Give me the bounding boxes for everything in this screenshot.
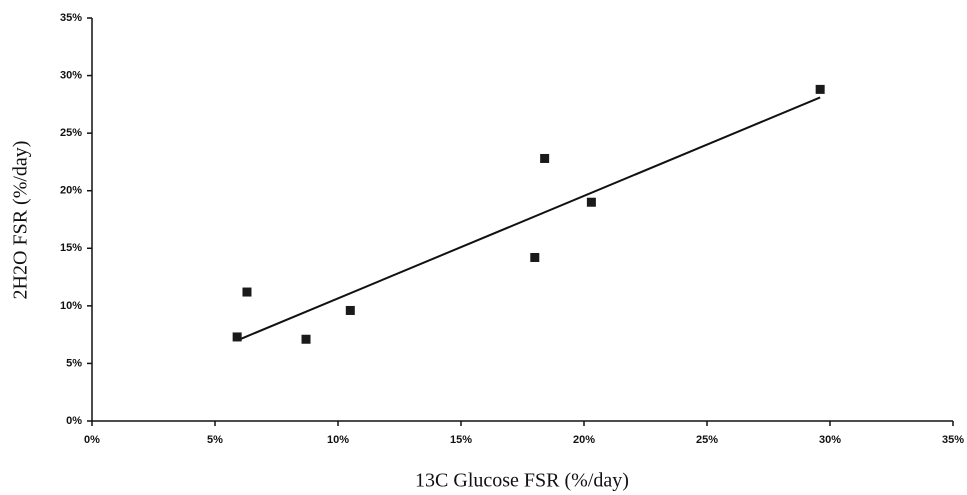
y-tick-label: 25% [60, 127, 82, 139]
point [586, 197, 596, 207]
y-tick-label: 0% [66, 415, 82, 427]
y-tick-label: 20% [60, 185, 82, 197]
y-tick-label: 5% [66, 357, 82, 369]
x-tick-label: 20% [573, 434, 595, 446]
point [345, 305, 355, 315]
point [242, 287, 252, 297]
point [815, 84, 825, 94]
y-tick-label: 35% [60, 12, 82, 24]
y-tick-label: 10% [60, 300, 82, 312]
x-axis-title: 13C Glucose FSR (%/day) [415, 470, 629, 492]
x-tick-label: 0% [84, 434, 100, 446]
y-tick-label: 30% [60, 69, 82, 81]
x-tick-label: 35% [942, 434, 964, 446]
point [540, 153, 550, 163]
x-tick-label: 15% [450, 434, 472, 446]
point [530, 252, 540, 262]
y-tick-label: 15% [60, 242, 82, 254]
trendline [236, 96, 821, 342]
y-axis-title: 2H2O FSR (%/day) [10, 141, 32, 300]
point [301, 334, 311, 344]
x-tick-label: 30% [819, 434, 841, 446]
x-tick-label: 25% [696, 434, 718, 446]
x-tick-label: 5% [207, 434, 223, 446]
point [232, 332, 242, 342]
x-tick-label: 10% [327, 434, 349, 446]
